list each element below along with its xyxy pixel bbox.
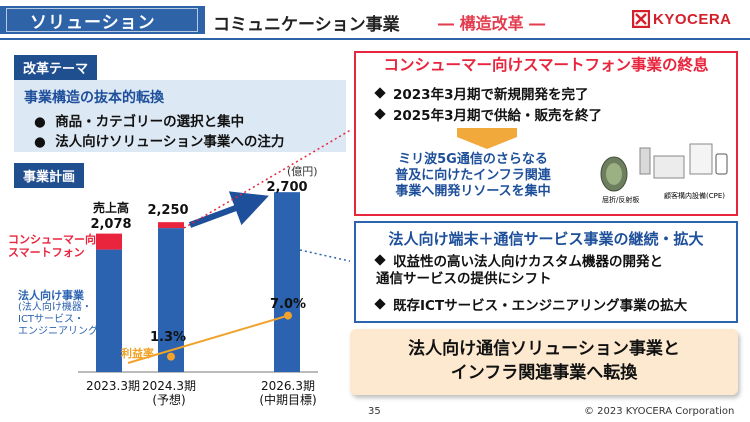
sales-label: 売上高 <box>93 200 129 215</box>
theme-heading: 事業構造の抜本的転換 <box>24 90 164 106</box>
logo-text: KYOCERA <box>653 10 732 28</box>
smartphone-icon <box>715 153 728 175</box>
total-label: 2,700 <box>266 180 307 195</box>
panel-item: 既存ICTサービス・エンジニアリング事業の拡大 <box>374 294 688 314</box>
bar-2023-consumer <box>96 233 122 250</box>
total-label: 2,078 <box>90 217 131 232</box>
consumer-exit-title: コンシューマー向けスマートフォン事業の終息 <box>383 56 709 74</box>
x-axis-label-line: 2023.3期 <box>86 379 140 393</box>
total-label: 2,250 <box>147 203 188 218</box>
panel-item: 2023年3月期で新規開発を完了 <box>374 83 589 103</box>
strategic-shift-box: 法人向け通信ソリューション事業と インフラ関連事業へ転換 <box>350 329 738 395</box>
bar-2024-consumer <box>158 222 184 229</box>
x-axis-label: 2023.3期 <box>82 379 144 393</box>
kyocera-mark-icon <box>632 10 650 28</box>
legend-corporate-detail: ICTサービス・ <box>18 314 85 325</box>
bar-2023-corporate <box>96 249 122 372</box>
theme-item-text: 法人向けソリューション事業への注力 <box>55 134 285 150</box>
connector-corporate <box>299 249 350 262</box>
consumer-exit-panel <box>354 51 738 216</box>
x-axis-label-line: 2024.3期 <box>142 379 196 393</box>
x-axis-label-line: (中期目標) <box>259 393 317 407</box>
section-tag-frame <box>6 8 198 32</box>
panel-item-text: 既存ICTサービス・エンジニアリング事業の拡大 <box>393 298 688 314</box>
profit-margin-point <box>167 352 175 361</box>
panel-item-text: 2023年3月期で新規開発を完了 <box>393 87 589 103</box>
kyocera-logo: KYOCERA <box>632 10 732 28</box>
x-axis-label: 2024.3期 (予想) <box>138 379 200 407</box>
diamond-bullet-icon <box>374 298 386 310</box>
x-axis-label-line: (予想) <box>152 393 186 407</box>
unit-label: (億円) <box>287 165 318 178</box>
section-tag-label: ソリューション <box>30 12 156 33</box>
device-caption: 屈折/反射板 <box>602 195 639 204</box>
diamond-bullet-icon <box>374 254 386 266</box>
legend-corporate-title: 法人向け事業 <box>18 289 84 302</box>
theme-label: 改革テーマ <box>14 55 98 80</box>
down-arrow-icon <box>457 128 517 149</box>
plan-label: 事業計画 <box>14 163 85 188</box>
corporate-expansion-title: 法人向け端末＋通信サービス事業の継続・拡大 <box>388 230 704 248</box>
margin-label: 1.3% <box>150 330 186 345</box>
bar-2026-corporate <box>274 192 300 372</box>
page-subtitle: ― 構造改革 ― <box>438 14 546 33</box>
section-tag: ソリューション <box>0 6 205 34</box>
x-axis-label: 2026.3期 (中期目標) <box>252 379 324 407</box>
profit-margin-legend: 利益率 <box>121 347 154 360</box>
legend-corporate-detail: (法人向け機器・ <box>18 302 92 313</box>
panel-item: 2025年3月期で供給・販売を終了 <box>374 104 602 124</box>
profit-margin-line <box>127 314 289 364</box>
theme-item: ● 商品・カテゴリーの選択と集中 <box>34 114 245 130</box>
panel-item: 収益性の高い法人向けカスタム機器の開発と 通信サービスの提供にシフト <box>374 254 663 288</box>
corporate-expansion-panel <box>354 221 738 323</box>
page-number: 35 <box>368 406 381 417</box>
device-caption: 顧客構内設備(CPE) <box>664 191 725 200</box>
theme-item: ● 法人向けソリューション事業への注力 <box>34 134 285 150</box>
panel-item-text: 2025年3月期で供給・販売を終了 <box>393 108 602 124</box>
legend-corporate: 法人向け事業 (法人向け機器・ ICTサービス・ エンジニアリング等) <box>18 290 112 338</box>
margin-label: 7.0% <box>270 297 306 312</box>
copyright: © 2023 KYOCERA Corporation <box>584 406 735 417</box>
legend-corporate-detail: エンジニアリング等) <box>18 326 112 337</box>
growth-arrow <box>188 191 269 228</box>
page-title: コミュニケーション事業 <box>213 15 400 35</box>
x-axis-label-line: 2026.3期 <box>261 379 315 393</box>
5g-infrastructure-illustration: 屈折/反射板 顧客構内設備(CPE) <box>598 126 732 206</box>
header-divider <box>0 38 750 40</box>
antenna-icon <box>639 147 651 175</box>
router-icon <box>689 143 713 175</box>
connector-consumer <box>183 129 350 229</box>
profit-margin-point <box>284 311 292 320</box>
ethernet-unit-icon <box>653 155 685 179</box>
panel-item-text: 収益性の高い法人向けカスタム機器の開発と 通信サービスの提供にシフト <box>376 254 663 287</box>
theme-item-text: 商品・カテゴリーの選択と集中 <box>55 114 245 130</box>
diamond-bullet-icon <box>374 108 386 120</box>
diamond-bullet-icon <box>374 87 386 99</box>
resource-focus-note: ミリ波5G通信のさらなる 普及に向けたインフラ関連 事業へ開発リソースを集中 <box>395 152 551 199</box>
business-plan-chart: 売上高 2,078 2,250 2,700 1.3% 7.0% <box>78 129 350 373</box>
theme-box <box>14 80 346 152</box>
legend-consumer: コンシューマー向け スマートフォン <box>8 233 107 259</box>
